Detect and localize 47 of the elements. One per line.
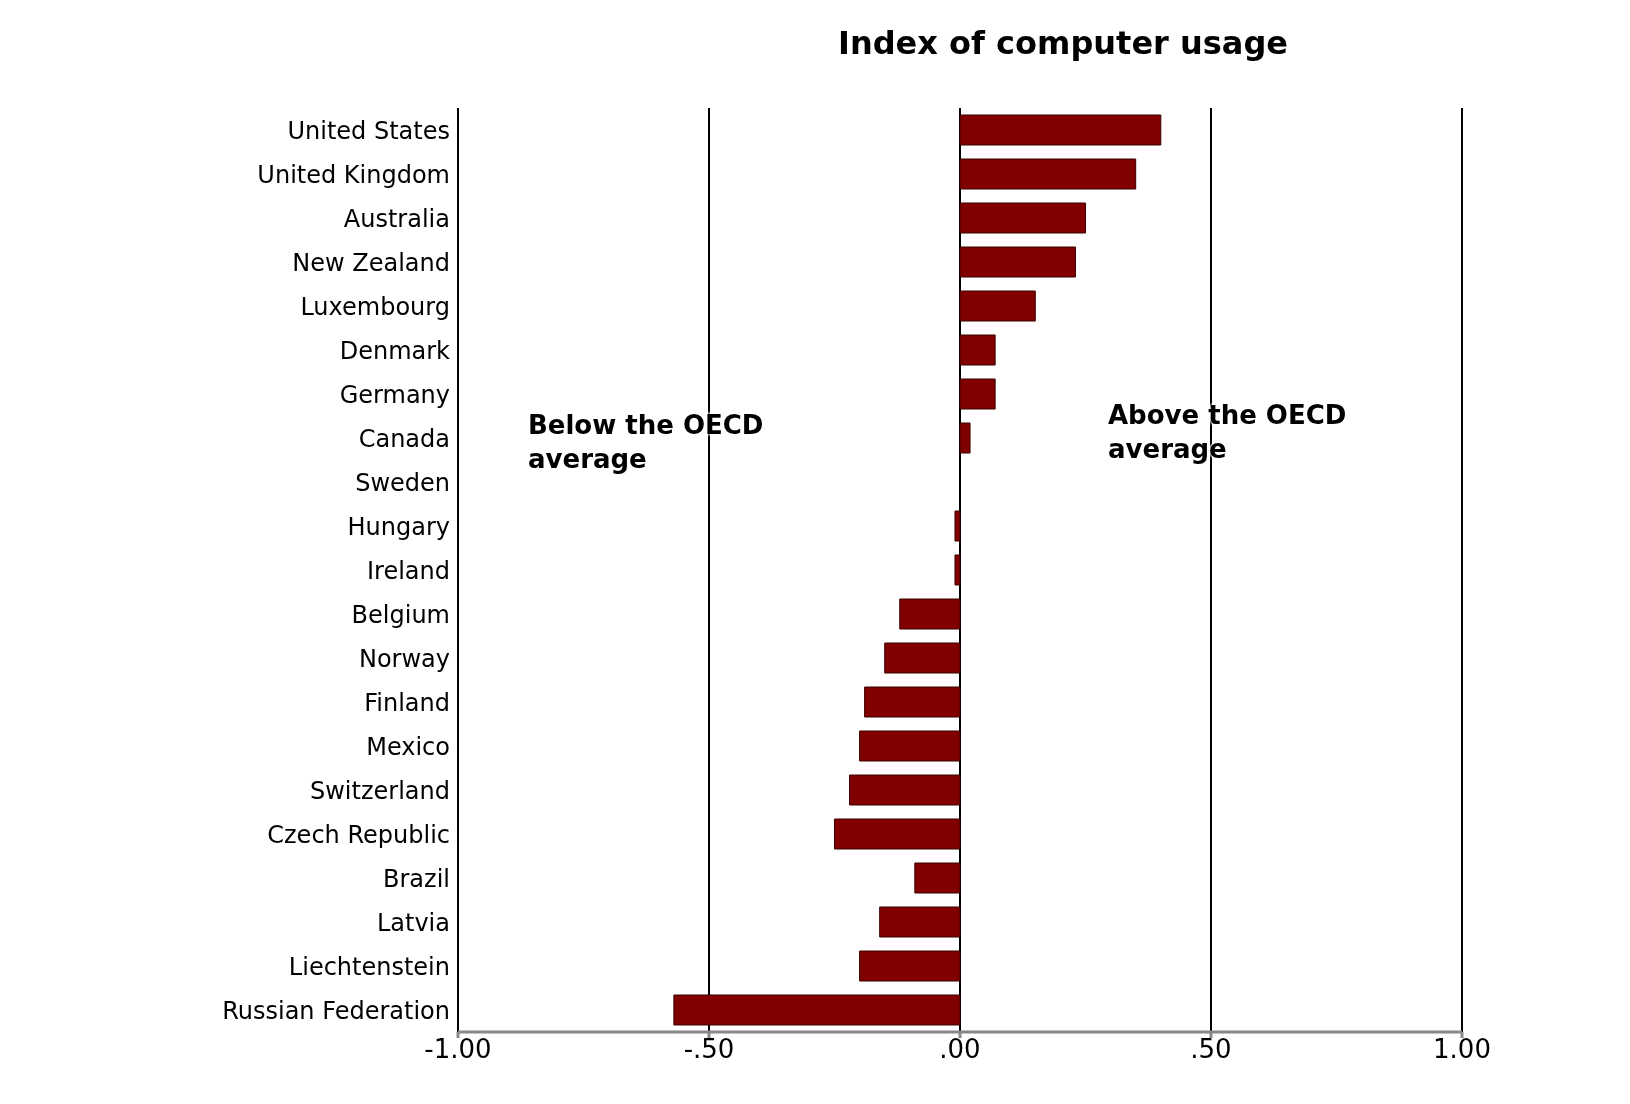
y-tick-label: Ireland (366, 556, 450, 585)
x-tick-label: -.50 (683, 1034, 735, 1065)
bar (864, 686, 961, 718)
y-tick-label: Australia (343, 204, 450, 233)
y-tick-label: Russian Federation (222, 996, 450, 1025)
y-tick-label: Germany (339, 380, 450, 409)
y-tick-label: Sweden (355, 468, 450, 497)
x-tick-label: .50 (1190, 1034, 1232, 1065)
x-tick-label: 1.00 (1433, 1034, 1491, 1065)
bar (959, 114, 1162, 146)
x-tick-label: .00 (939, 1034, 981, 1065)
y-tick-label: Finland (364, 688, 450, 717)
bar (859, 730, 961, 762)
bar (914, 862, 961, 894)
y-tick-label: Latvia (376, 908, 450, 937)
bar (954, 510, 961, 542)
bar (959, 202, 1086, 234)
bar (859, 950, 961, 982)
bar (959, 246, 1076, 278)
bar (959, 290, 1036, 322)
y-tick-label: United States (287, 116, 450, 145)
bar (959, 378, 996, 410)
bar (849, 774, 961, 806)
y-tick-label: Luxembourg (300, 292, 450, 321)
y-tick-label: Mexico (366, 732, 450, 761)
y-tick-label: Denmark (339, 336, 451, 365)
bar (959, 334, 996, 366)
bar (879, 906, 961, 938)
bar (899, 598, 961, 630)
y-tick-label: Liechtenstein (288, 952, 450, 981)
y-tick-label: Czech Republic (267, 820, 450, 849)
bar (834, 818, 961, 850)
y-tick-label: New Zealand (292, 248, 450, 277)
y-tick-label: United Kingdom (257, 160, 450, 189)
y-tick-label: Canada (358, 424, 450, 453)
bar (959, 158, 1137, 190)
y-tick-label: Hungary (347, 512, 450, 541)
bar (673, 994, 961, 1026)
bar (884, 642, 961, 674)
y-tick-label: Norway (358, 644, 450, 673)
y-tick-label: Belgium (351, 600, 450, 629)
y-tick-label: Brazil (383, 864, 450, 893)
bar (954, 554, 961, 586)
x-tick-label: -1.00 (424, 1034, 492, 1065)
bar (959, 422, 971, 454)
y-tick-label: Switzerland (310, 776, 450, 805)
chart-title: Index of computer usage (836, 24, 1290, 62)
